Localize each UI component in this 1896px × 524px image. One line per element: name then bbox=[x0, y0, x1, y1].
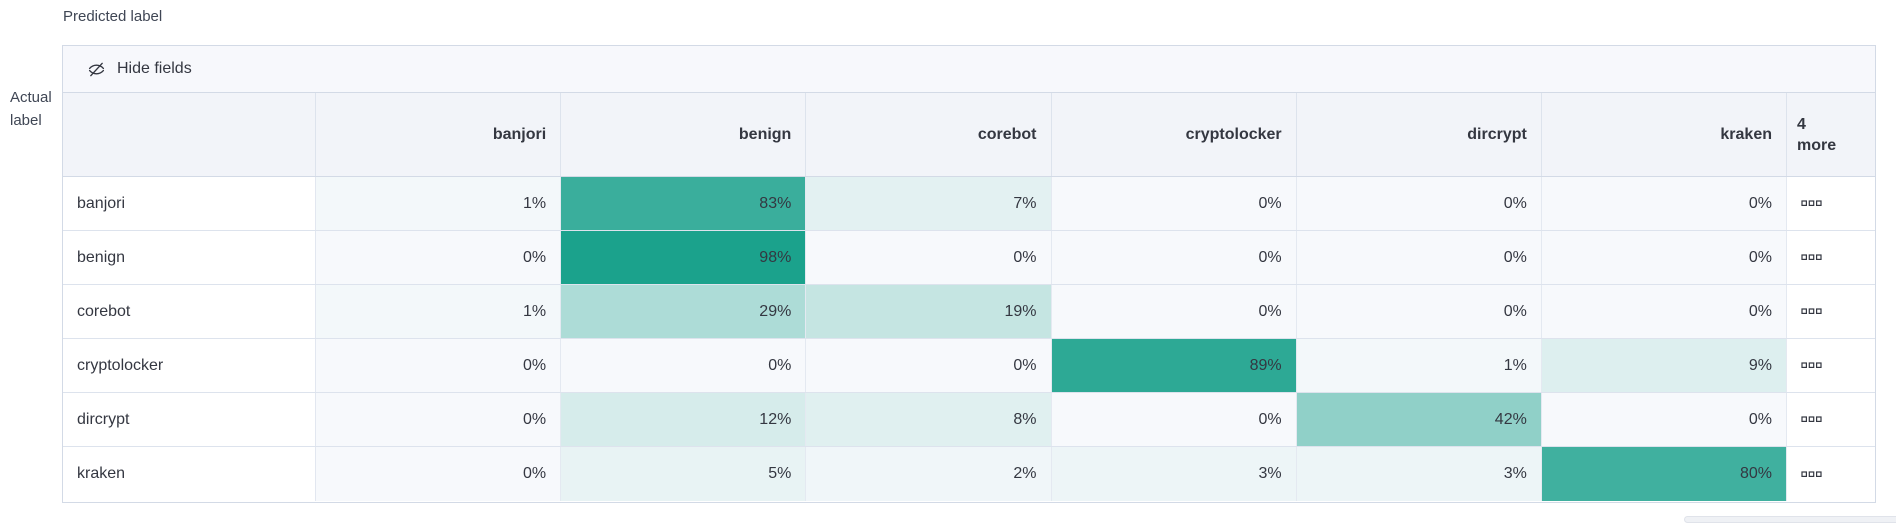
row-more-cell bbox=[1787, 447, 1875, 501]
matrix-cell-cryptolocker-kraken[interactable]: 9% bbox=[1541, 339, 1787, 392]
row-label-corebot: corebot bbox=[63, 285, 316, 338]
matrix-cell-dircrypt-dircrypt[interactable]: 42% bbox=[1296, 393, 1542, 446]
column-header-more[interactable]: 4 more bbox=[1787, 93, 1875, 176]
boxes-horizontal-icon[interactable] bbox=[1799, 198, 1824, 209]
matrix-cell-cryptolocker-banjori[interactable]: 0% bbox=[316, 339, 562, 392]
row-label-benign: benign bbox=[63, 231, 316, 284]
matrix-cell-kraken-corebot[interactable]: 2% bbox=[806, 447, 1052, 501]
grid-toolbar: Hide fields bbox=[63, 46, 1875, 93]
matrix-cell-corebot-cryptolocker[interactable]: 0% bbox=[1051, 285, 1297, 338]
matrix-cell-banjori-banjori[interactable]: 1% bbox=[316, 177, 562, 230]
matrix-row-benign: benign 0% 98% 0% 0% 0% 0% bbox=[63, 231, 1875, 285]
hide-fields-label: Hide fields bbox=[117, 60, 192, 77]
more-column-label-line2: more bbox=[1797, 136, 1837, 154]
boxes-horizontal-icon[interactable] bbox=[1799, 414, 1824, 425]
matrix-cell-cryptolocker-dircrypt[interactable]: 1% bbox=[1296, 339, 1542, 392]
matrix-cell-benign-benign[interactable]: 98% bbox=[561, 231, 807, 284]
row-more-cell bbox=[1787, 231, 1875, 284]
row-more-cell bbox=[1787, 177, 1875, 230]
matrix-row-corebot: corebot 1% 29% 19% 0% 0% 0% bbox=[63, 285, 1875, 339]
matrix-cell-kraken-benign[interactable]: 5% bbox=[561, 447, 807, 501]
matrix-cell-kraken-banjori[interactable]: 0% bbox=[316, 447, 562, 501]
boxes-horizontal-icon[interactable] bbox=[1799, 306, 1824, 317]
column-header-row: banjori benign corebot cryptolocker dircrypt… bbox=[63, 93, 1875, 177]
hide-fields-button[interactable]: Hide fields bbox=[87, 60, 192, 79]
matrix-row-banjori: banjori 1% 83% 7% 0% 0% 0% bbox=[63, 177, 1875, 231]
row-more-cell bbox=[1787, 339, 1875, 392]
matrix-cell-corebot-dircrypt[interactable]: 0% bbox=[1296, 285, 1542, 338]
column-header-banjori[interactable]: banjori bbox=[316, 93, 562, 176]
matrix-cell-banjori-cryptolocker[interactable]: 0% bbox=[1051, 177, 1297, 230]
eye-closed-icon bbox=[87, 60, 106, 79]
row-label-dircrypt: dircrypt bbox=[63, 393, 316, 446]
matrix-body: banjori 1% 83% 7% 0% 0% 0% benign 0% 98% 0% 0% 0% 0% c… bbox=[63, 177, 1875, 501]
matrix-cell-kraken-kraken[interactable]: 80% bbox=[1541, 447, 1787, 501]
column-header-kraken[interactable]: kraken bbox=[1542, 93, 1787, 176]
matrix-cell-banjori-corebot[interactable]: 7% bbox=[806, 177, 1052, 230]
row-label-banjori: banjori bbox=[63, 177, 316, 230]
matrix-row-dircrypt: dircrypt 0% 12% 8% 0% 42% 0% bbox=[63, 393, 1875, 447]
matrix-cell-corebot-corebot[interactable]: 19% bbox=[806, 285, 1052, 338]
matrix-cell-dircrypt-corebot[interactable]: 8% bbox=[806, 393, 1052, 446]
matrix-cell-dircrypt-benign[interactable]: 12% bbox=[561, 393, 807, 446]
row-more-cell bbox=[1787, 393, 1875, 446]
predicted-axis-label: Predicted label bbox=[63, 8, 163, 25]
confusion-matrix-grid: Hide fields banjori benign corebot cryptolo… bbox=[62, 45, 1876, 503]
matrix-cell-benign-dircrypt[interactable]: 0% bbox=[1296, 231, 1542, 284]
matrix-cell-benign-banjori[interactable]: 0% bbox=[316, 231, 562, 284]
column-header-corebot[interactable]: corebot bbox=[806, 93, 1052, 176]
matrix-cell-dircrypt-banjori[interactable]: 0% bbox=[316, 393, 562, 446]
matrix-cell-banjori-kraken[interactable]: 0% bbox=[1541, 177, 1787, 230]
matrix-cell-benign-cryptolocker[interactable]: 0% bbox=[1051, 231, 1297, 284]
boxes-horizontal-icon[interactable] bbox=[1799, 252, 1824, 263]
column-header-benign[interactable]: benign bbox=[561, 93, 807, 176]
row-label-cryptolocker: cryptolocker bbox=[63, 339, 316, 392]
matrix-cell-cryptolocker-benign[interactable]: 0% bbox=[561, 339, 807, 392]
corner-header-cell bbox=[63, 93, 316, 176]
matrix-row-cryptolocker: cryptolocker 0% 0% 0% 89% 1% 9% bbox=[63, 339, 1875, 393]
matrix-cell-corebot-kraken[interactable]: 0% bbox=[1541, 285, 1787, 338]
matrix-cell-benign-corebot[interactable]: 0% bbox=[806, 231, 1052, 284]
actual-axis-label: Actual label bbox=[10, 86, 52, 132]
matrix-cell-benign-kraken[interactable]: 0% bbox=[1541, 231, 1787, 284]
matrix-cell-dircrypt-kraken[interactable]: 0% bbox=[1541, 393, 1787, 446]
boxes-horizontal-icon[interactable] bbox=[1799, 360, 1824, 371]
matrix-cell-kraken-dircrypt[interactable]: 3% bbox=[1296, 447, 1542, 501]
actual-axis-label-line1: Actual bbox=[10, 89, 52, 106]
matrix-cell-cryptolocker-corebot[interactable]: 0% bbox=[806, 339, 1052, 392]
matrix-row-kraken: kraken 0% 5% 2% 3% 3% 80% bbox=[63, 447, 1875, 501]
matrix-cell-banjori-dircrypt[interactable]: 0% bbox=[1296, 177, 1542, 230]
actual-axis-label-line2: label bbox=[10, 112, 42, 129]
more-column-label-line1: 4 bbox=[1797, 115, 1806, 133]
row-label-kraken: kraken bbox=[63, 447, 316, 501]
column-header-cryptolocker[interactable]: cryptolocker bbox=[1052, 93, 1297, 176]
matrix-cell-banjori-benign[interactable]: 83% bbox=[561, 177, 807, 230]
row-more-cell bbox=[1787, 285, 1875, 338]
matrix-cell-kraken-cryptolocker[interactable]: 3% bbox=[1051, 447, 1297, 501]
matrix-cell-cryptolocker-cryptolocker[interactable]: 89% bbox=[1051, 339, 1297, 392]
matrix-cell-dircrypt-cryptolocker[interactable]: 0% bbox=[1051, 393, 1297, 446]
matrix-cell-corebot-banjori[interactable]: 1% bbox=[316, 285, 562, 338]
matrix-cell-corebot-benign[interactable]: 29% bbox=[561, 285, 807, 338]
column-header-dircrypt[interactable]: dircrypt bbox=[1297, 93, 1542, 176]
horizontal-scrollbar[interactable] bbox=[1684, 516, 1896, 523]
boxes-horizontal-icon[interactable] bbox=[1799, 469, 1824, 480]
